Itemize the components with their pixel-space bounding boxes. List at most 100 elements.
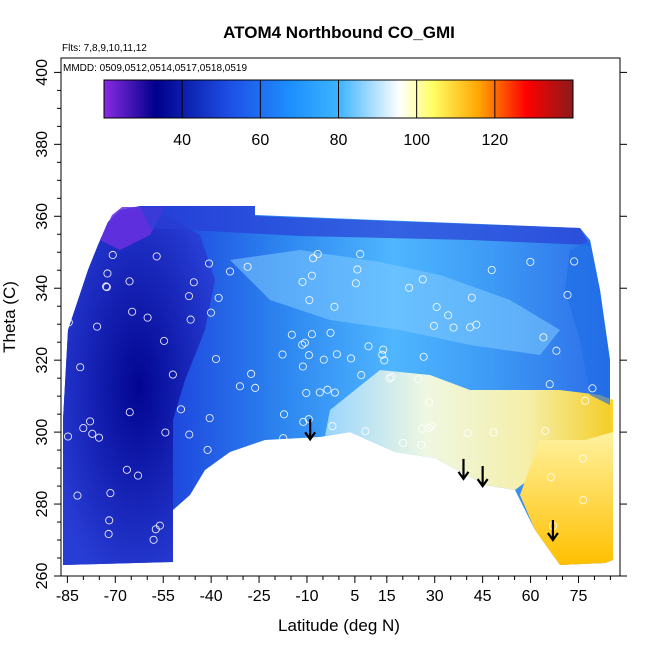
observation-point [271, 450, 281, 459]
observation-point [225, 267, 235, 276]
observation-point [465, 323, 475, 332]
observation-point [444, 311, 453, 320]
observation-point [185, 430, 194, 439]
observation-point [128, 307, 137, 316]
observation-point [64, 318, 73, 327]
observation-point [299, 417, 308, 426]
observation-point [160, 336, 169, 345]
observation-point [204, 259, 214, 268]
observation-point [189, 278, 198, 287]
flights-annotation: Flts: 7,8,9,10,11,12 [62, 43, 147, 54]
observation-point [385, 374, 394, 383]
observation-point [309, 254, 318, 263]
observation-point [570, 257, 579, 266]
observation-point [449, 323, 458, 332]
y-tick-label: 280 [34, 491, 51, 518]
observation-point [419, 352, 428, 361]
observation-points [63, 249, 597, 544]
observation-point [364, 342, 373, 351]
observation-point [379, 345, 388, 354]
observation-point [313, 249, 322, 259]
observation-point [305, 296, 314, 305]
observation-point [102, 283, 111, 292]
chart-title: ATOM4 Northbound CO_GMI [223, 23, 455, 42]
observation-point [214, 293, 223, 302]
observation-point [152, 252, 161, 261]
observation-point [307, 271, 317, 280]
observation-point [346, 354, 356, 363]
field-north-edge-blue [565, 240, 610, 405]
observation-point [307, 330, 316, 339]
observation-point [356, 250, 365, 259]
field-south-core [63, 210, 215, 565]
observation-point [205, 414, 214, 423]
observation-point [518, 509, 527, 518]
observation-point [463, 429, 472, 438]
observation-point [105, 516, 114, 525]
observation-point [251, 383, 260, 392]
observation-point [424, 398, 434, 407]
x-tick-label: -70 [104, 588, 127, 605]
observation-point [432, 303, 441, 312]
observation-point [206, 308, 216, 317]
x-axis-label: Latitude (deg N) [278, 616, 400, 635]
observation-point [106, 489, 115, 498]
observation-point [279, 434, 288, 443]
observation-point [298, 277, 307, 286]
arrow-marker [457, 458, 470, 481]
observation-point [315, 388, 324, 397]
x-tick-label: 60 [522, 588, 540, 605]
observation-point [239, 451, 248, 460]
observation-point [489, 428, 498, 437]
x-tick-label: 75 [570, 588, 588, 605]
arrow-marker [476, 466, 489, 488]
observation-point [578, 454, 587, 463]
observation-point [467, 293, 476, 302]
observation-point [134, 471, 143, 480]
observation-point [487, 265, 496, 275]
observation-point [104, 529, 113, 539]
observation-point [588, 384, 597, 393]
observation-point [332, 350, 341, 359]
observation-point [330, 302, 339, 311]
observation-point [103, 269, 112, 278]
heatmap-field [63, 206, 613, 565]
observation-point [330, 388, 339, 397]
observation-point [94, 433, 104, 442]
observation-point [168, 370, 177, 379]
colorbar-ticks: 40 60 80 100 120 [173, 80, 508, 149]
plot-frame [60, 57, 621, 577]
observation-point [378, 350, 387, 359]
observation-point [151, 525, 160, 534]
observation-point [88, 429, 97, 438]
observation-point [380, 356, 389, 365]
x-tick-label: 15 [378, 588, 396, 605]
observation-point [278, 350, 287, 359]
observation-point [552, 346, 561, 355]
observation-point [323, 385, 332, 394]
observation-point [122, 465, 131, 474]
observation-point [417, 424, 427, 433]
observation-point [545, 380, 554, 389]
field-northeast-warm [520, 432, 613, 565]
observation-point [287, 330, 296, 339]
observation-point [143, 313, 152, 322]
observation-point [184, 292, 194, 301]
observation-point [328, 422, 337, 431]
y-tick-label: 320 [34, 347, 51, 374]
observation-point [579, 496, 588, 505]
y-tick-label: 400 [34, 59, 51, 86]
observation-point [405, 283, 414, 292]
observation-point [247, 369, 256, 378]
y-tick-label: 260 [34, 563, 51, 590]
observation-point [86, 417, 95, 426]
y-tick-label: 380 [34, 131, 51, 158]
observation-point [235, 382, 244, 391]
observation-point [361, 427, 370, 436]
field-north-top-band [140, 206, 590, 245]
observation-point [149, 535, 158, 544]
observation-point [398, 438, 408, 447]
observation-point [387, 373, 396, 382]
observation-point [300, 338, 309, 347]
y-axis-label: Theta (C) [0, 281, 19, 353]
